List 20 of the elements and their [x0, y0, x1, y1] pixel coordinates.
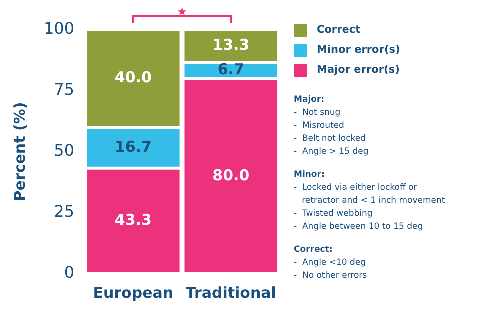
text: Minor: - Locked via either lockoff or retractor and < 1 inch movement - Twisted webbing - Angle between 10 to 15 deg [294, 169, 446, 234]
y-tick-label: 50 [54, 141, 75, 160]
text: Correct: - Angle <10 deg - No other errors [294, 244, 368, 283]
legend-label: Correct [317, 24, 361, 36]
data-label: 13.3 [212, 36, 250, 54]
y-tick-label: 100 [44, 19, 75, 38]
legend-label: Minor error(s) [317, 44, 400, 56]
y-tick-label: 0 [64, 263, 75, 282]
data-label: 6.7 [218, 60, 244, 79]
text: Major: - Not snug - Misrouted - Belt not locked - Angle > 15 deg [294, 94, 370, 159]
y-axis-title: Percent (%) [10, 102, 29, 202]
data-label: 40.0 [114, 68, 152, 87]
y-tick-label: 75 [54, 80, 75, 100]
data-label: 80.0 [212, 166, 250, 184]
x-tick-label: Traditional [186, 284, 276, 302]
data-label: 16.7 [114, 138, 152, 156]
x-tick-label: European [93, 284, 174, 302]
legend-label: Major error(s) [317, 64, 400, 76]
y-tick-label: 25 [54, 202, 75, 222]
data-label: 43.3 [114, 211, 152, 230]
